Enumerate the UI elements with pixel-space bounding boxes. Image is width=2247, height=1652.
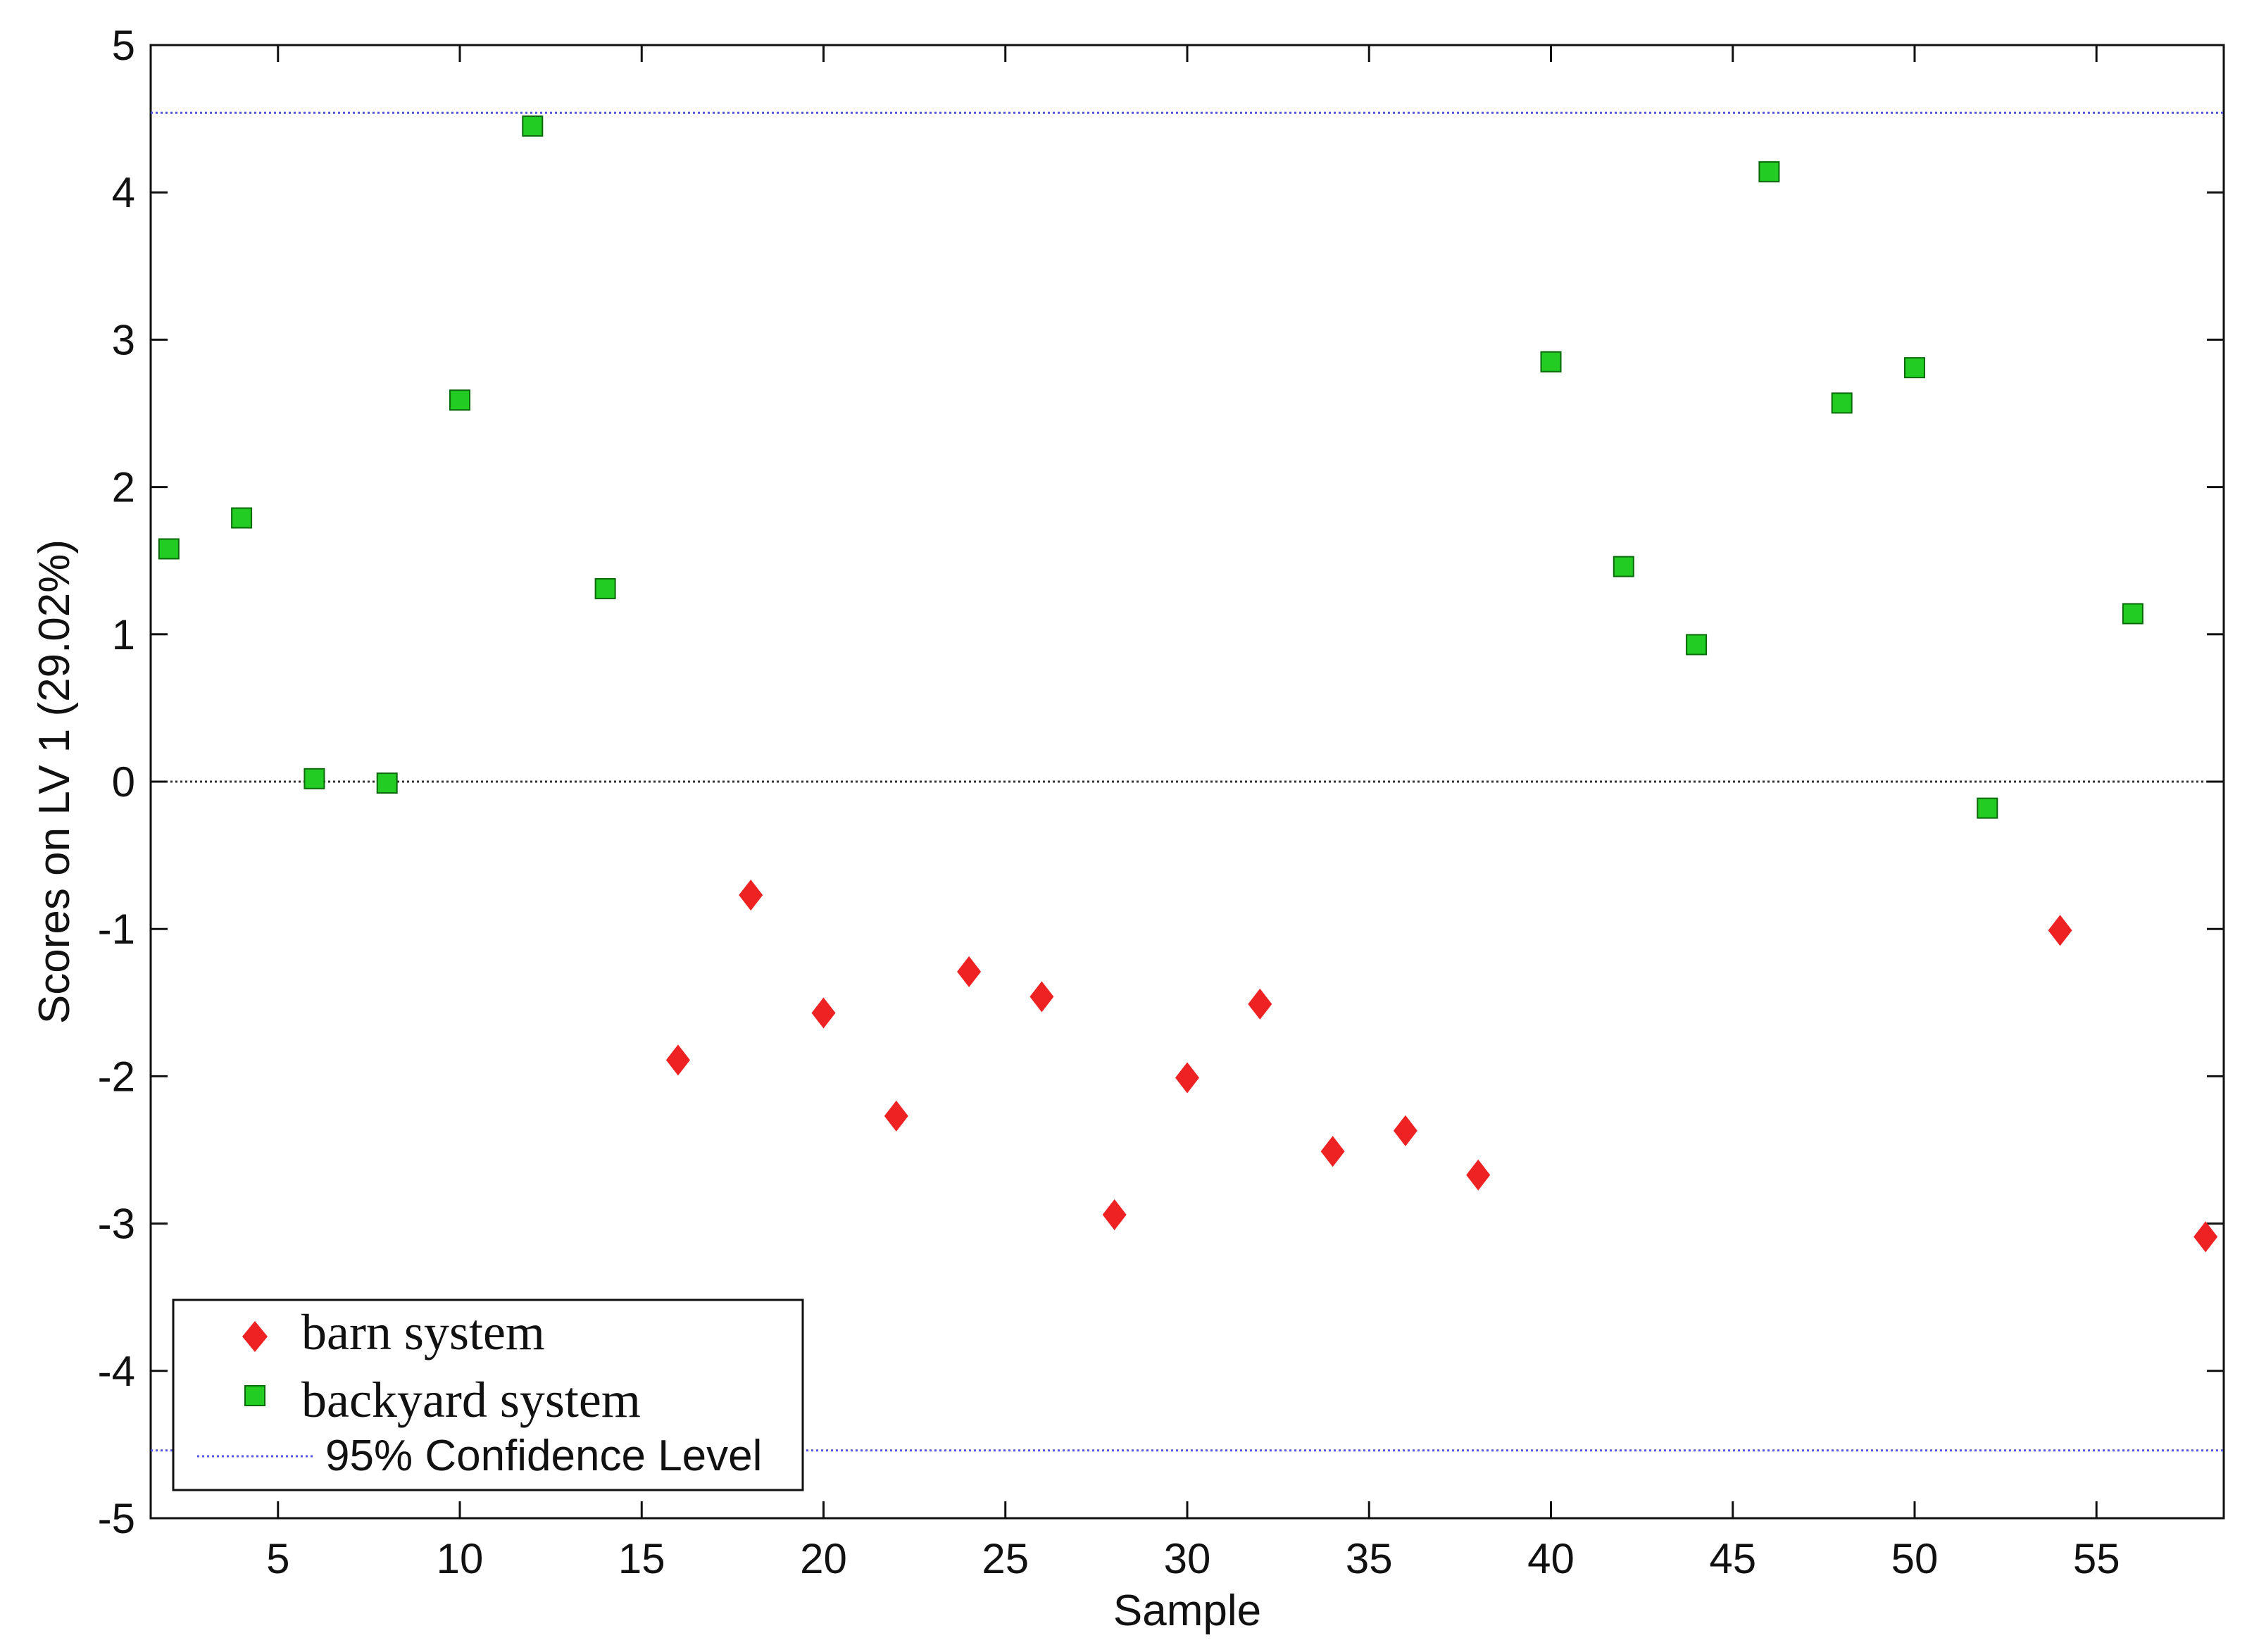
x-tick-label: 40 [1527, 1535, 1575, 1582]
legend-marker-backyard-system [244, 1385, 265, 1406]
barn-system-point [739, 880, 763, 911]
backyard-system-point [594, 577, 616, 599]
barn-system-point [1320, 1136, 1345, 1168]
backyard-system-point [303, 768, 325, 789]
x-tick-label: 25 [982, 1535, 1029, 1582]
legend-label-confidence: 95% Confidence Level [325, 1432, 762, 1480]
x-tick-label: 15 [618, 1535, 665, 1582]
x-tick-label: 5 [266, 1535, 289, 1582]
x-tick-label: 20 [800, 1535, 847, 1582]
backyard-system-point [1540, 351, 1562, 373]
y-tick-label: -1 [98, 906, 135, 953]
legend-box [172, 1299, 804, 1491]
axis-ticks [151, 44, 2224, 1520]
backyard-system-point [1613, 556, 1634, 577]
barn-system-point [1248, 988, 1272, 1020]
backyard-system-point [449, 389, 471, 411]
barn-system-point [2048, 915, 2072, 946]
legend-label-backyard-system: backyard system [301, 1372, 641, 1428]
y-tick-label: -3 [98, 1201, 135, 1248]
barn-system-point [957, 956, 982, 987]
x-tick-label: 45 [1709, 1535, 1756, 1582]
x-axis-label: Sample [1113, 1587, 1261, 1635]
y-axis-label: Scores on LV 1 (29.02%) [30, 539, 79, 1024]
backyard-system-point [1831, 392, 1853, 414]
backyard-system-point [1977, 797, 1998, 819]
backyard-system-point [1903, 357, 1925, 379]
y-tick-label: -4 [98, 1348, 135, 1395]
barn-system-point [1393, 1115, 1417, 1146]
y-tick-label: -2 [98, 1053, 135, 1100]
backyard-system-point [231, 507, 253, 529]
barn-system-point [1175, 1062, 1199, 1094]
barn-system-point [1466, 1159, 1491, 1191]
barn-system-point [884, 1100, 908, 1132]
backyard-system-point [376, 772, 398, 794]
backyard-system-point [158, 538, 180, 560]
y-tick-label: 1 [112, 611, 135, 658]
backyard-system-point [522, 115, 544, 137]
x-tick-label: 10 [437, 1535, 484, 1582]
x-tick-label: 35 [1346, 1535, 1393, 1582]
legend-marker-barn-system [242, 1321, 268, 1352]
barn-system-point [811, 997, 836, 1029]
backyard-system-point [2122, 603, 2143, 625]
barn-system-point [665, 1044, 690, 1076]
backyard-system-point [1686, 634, 1708, 656]
x-tick-label: 30 [1164, 1535, 1211, 1582]
backyard-system-point [1758, 161, 1780, 182]
barn-system-point [1029, 981, 1054, 1013]
y-tick-label: 4 [112, 169, 135, 216]
legend: barn system backyard system 95% Confiden… [172, 1299, 804, 1491]
y-tick-label: -5 [98, 1495, 135, 1542]
legend-label-barn-system: barn system [301, 1304, 545, 1360]
data-points [158, 115, 2218, 1253]
x-tick-label: 55 [2073, 1535, 2120, 1582]
y-tick-label: 2 [112, 464, 135, 511]
y-tick-label: 3 [112, 316, 135, 363]
barn-system-point [1102, 1199, 1127, 1231]
barn-system-point [2193, 1221, 2218, 1253]
x-tick-label: 50 [1891, 1535, 1939, 1582]
y-tick-label: 0 [112, 758, 135, 806]
y-tick-label: 5 [112, 22, 135, 69]
